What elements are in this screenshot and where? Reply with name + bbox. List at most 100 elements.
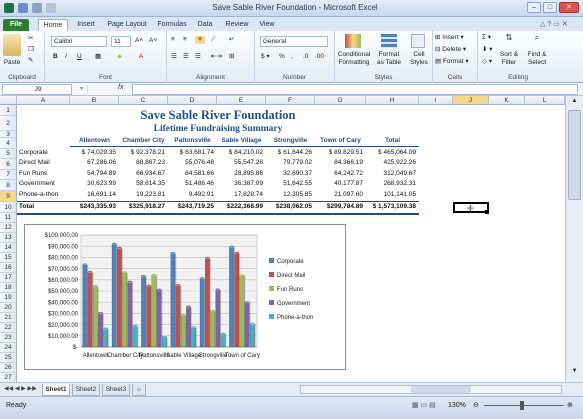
cell-styles-icon[interactable] <box>411 34 425 48</box>
tab-insert[interactable]: Insert <box>77 21 95 28</box>
paste-icon[interactable] <box>3 34 21 56</box>
data-cell[interactable]: 19,223.81 <box>136 191 165 198</box>
font-name-dropdown[interactable]: Calibri <box>51 36 107 47</box>
column-label-sable-village[interactable]: Sable Village <box>221 137 262 144</box>
bold-button[interactable]: B <box>53 53 58 60</box>
data-cell[interactable]: 54,794.89 <box>87 170 116 177</box>
row-header[interactable]: 5 <box>0 149 17 159</box>
data-cell[interactable]: 425,922.26 <box>383 159 416 166</box>
maximize-button[interactable]: □ <box>543 2 557 13</box>
row-header[interactable]: 18 <box>0 283 17 293</box>
sort-filter-icon[interactable]: ⇅ <box>505 33 513 42</box>
format-painter-icon[interactable]: ✎ <box>28 57 34 64</box>
data-cell[interactable]: $ 92,378.21 <box>130 149 165 156</box>
percent-icon[interactable]: % <box>279 53 285 60</box>
data-cell[interactable]: 51,642.55 <box>283 180 312 187</box>
ribbon-help-icons[interactable]: △ ? ▭ ✕ <box>540 21 568 28</box>
format-as-table-icon[interactable] <box>381 34 397 48</box>
data-cell[interactable]: 84,366.19 <box>334 159 363 166</box>
data-cell[interactable]: 312,049.67 <box>383 170 416 177</box>
conditional-formatting-button[interactable]: Conditional Formatting <box>337 51 371 66</box>
data-cell[interactable]: 32,690.37 <box>283 170 312 177</box>
horizontal-scrollbar[interactable] <box>300 385 562 394</box>
clear-icon[interactable]: ◇ ▾ <box>482 58 493 65</box>
total-cell[interactable]: $243,719.25 <box>177 203 214 210</box>
row-header[interactable]: 16 <box>0 263 17 273</box>
formula-dropdown-icon[interactable]: ▾ ⋮ <box>80 86 91 92</box>
vertical-scrollbar[interactable]: ▲ ▼ <box>565 96 583 382</box>
data-cell[interactable]: $ 84,210.02 <box>228 149 263 156</box>
sheet-nav-icon[interactable]: ◀◀ ◀ ▶ ▶▶ <box>4 386 37 392</box>
horizontal-scroll-thumb[interactable] <box>411 386 471 393</box>
align-left-icon[interactable]: ☰ <box>171 53 177 60</box>
row-label[interactable]: Direct Mail <box>19 159 50 166</box>
currency-icon[interactable]: $ ▾ <box>261 53 270 60</box>
column-header[interactable]: L <box>525 96 565 105</box>
column-header-selected[interactable]: J <box>453 96 489 105</box>
find-select-button[interactable]: Find & Select <box>527 51 547 66</box>
row-header[interactable]: 20 <box>0 303 17 313</box>
column-header[interactable]: A <box>17 96 70 105</box>
data-cell[interactable]: 17,828.74 <box>234 191 263 198</box>
tab-view[interactable]: View <box>259 21 275 28</box>
close-button[interactable]: ✕ <box>559 2 579 13</box>
column-header[interactable]: E <box>217 96 266 105</box>
data-cell[interactable]: $ 61,644.26 <box>277 149 312 156</box>
undo-icon[interactable] <box>31 3 42 13</box>
autosum-icon[interactable]: Σ ▾ <box>482 34 492 41</box>
paste-button[interactable]: Paste <box>3 59 21 66</box>
tab-formulas[interactable]: Formulas <box>157 21 187 28</box>
column-label-strongville[interactable]: Strongville <box>273 137 308 144</box>
font-size-dropdown[interactable]: 11 <box>111 36 131 47</box>
increase-decimal-icon[interactable]: .0 <box>303 53 309 60</box>
row-header[interactable]: 4 <box>0 138 17 149</box>
total-label[interactable]: Total <box>19 203 35 210</box>
column-header[interactable]: H <box>366 96 419 105</box>
merge-center-icon[interactable]: ⊞ <box>229 53 235 60</box>
total-cell[interactable]: $243,335.93 <box>79 203 116 210</box>
zoom-slider-thumb[interactable] <box>520 401 524 410</box>
data-cell[interactable]: 28,895.86 <box>234 170 263 177</box>
data-cell[interactable]: $ 89,829.51 <box>328 149 363 156</box>
decrease-decimal-icon[interactable]: .00 <box>315 53 325 60</box>
row-header[interactable]: 27 <box>0 373 17 382</box>
save-icon[interactable] <box>17 3 28 13</box>
indent-icon[interactable]: ⇤⇥ <box>211 53 222 60</box>
row-header[interactable]: 24 <box>0 343 17 353</box>
row-header[interactable]: 11 <box>0 213 17 223</box>
column-header[interactable]: I <box>419 96 453 105</box>
copy-icon[interactable]: ❐ <box>28 46 34 53</box>
data-cell[interactable]: 79,779.02 <box>283 159 312 166</box>
zoom-in-icon[interactable]: ⊕ <box>567 402 573 409</box>
data-cell[interactable]: 88,867.23 <box>136 159 165 166</box>
data-cell[interactable]: 64,581.66 <box>185 170 214 177</box>
tab-home[interactable]: Home <box>38 19 68 31</box>
data-cell[interactable]: 268,932.31 <box>383 180 416 187</box>
find-select-icon[interactable]: ⌕ <box>534 33 540 42</box>
name-box[interactable]: J9 <box>2 84 72 95</box>
tab-page-layout[interactable]: Page Layout <box>107 21 147 28</box>
zoom-level[interactable]: 130% <box>448 402 466 409</box>
data-cell[interactable]: 51,486.46 <box>185 180 214 187</box>
fill-handle[interactable] <box>485 210 489 214</box>
data-cell[interactable]: 66,934.67 <box>136 170 165 177</box>
sheet-tab-sheet3[interactable]: Sheet3 <box>102 384 130 396</box>
scroll-up-icon[interactable]: ▲ <box>571 98 578 104</box>
row-header[interactable]: 14 <box>0 243 17 253</box>
grow-font-icon[interactable]: A˄ <box>135 37 144 44</box>
top-align-icon[interactable]: ≡ <box>171 36 175 43</box>
column-label-total[interactable]: Total <box>384 137 401 144</box>
total-cell[interactable]: $238,062.05 <box>275 203 312 210</box>
conditional-formatting-icon[interactable] <box>345 34 361 48</box>
scroll-thumb[interactable] <box>568 110 581 200</box>
number-format-dropdown[interactable]: General <box>260 36 328 47</box>
sort-filter-button[interactable]: Sort & Filter <box>499 51 519 66</box>
data-cell[interactable]: 64,242.72 <box>334 170 363 177</box>
total-cell[interactable]: $325,918.27 <box>128 203 165 210</box>
row-header[interactable]: 13 <box>0 233 17 243</box>
wrap-text-icon[interactable]: ↵ <box>229 36 235 43</box>
row-header[interactable]: 26 <box>0 363 17 373</box>
formula-input[interactable] <box>132 84 578 95</box>
fx-icon[interactable]: fx <box>118 84 124 91</box>
data-cell[interactable]: 12,305.85 <box>283 191 312 198</box>
